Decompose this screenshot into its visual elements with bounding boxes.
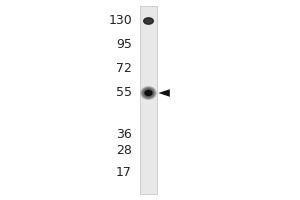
Ellipse shape [144,90,153,97]
Ellipse shape [146,91,151,95]
Ellipse shape [144,89,153,97]
Ellipse shape [142,87,155,99]
Text: 55: 55 [116,86,132,99]
Circle shape [144,18,153,24]
Ellipse shape [140,86,157,100]
Polygon shape [158,89,170,97]
Ellipse shape [141,87,156,99]
Text: 130: 130 [108,15,132,27]
Text: 95: 95 [116,38,132,51]
Text: 17: 17 [116,166,132,180]
Ellipse shape [145,90,152,96]
Text: 72: 72 [116,62,132,75]
Text: 28: 28 [116,144,132,158]
Ellipse shape [144,90,153,96]
Ellipse shape [143,88,154,98]
Text: 36: 36 [116,129,132,142]
Bar [140,6,158,194]
